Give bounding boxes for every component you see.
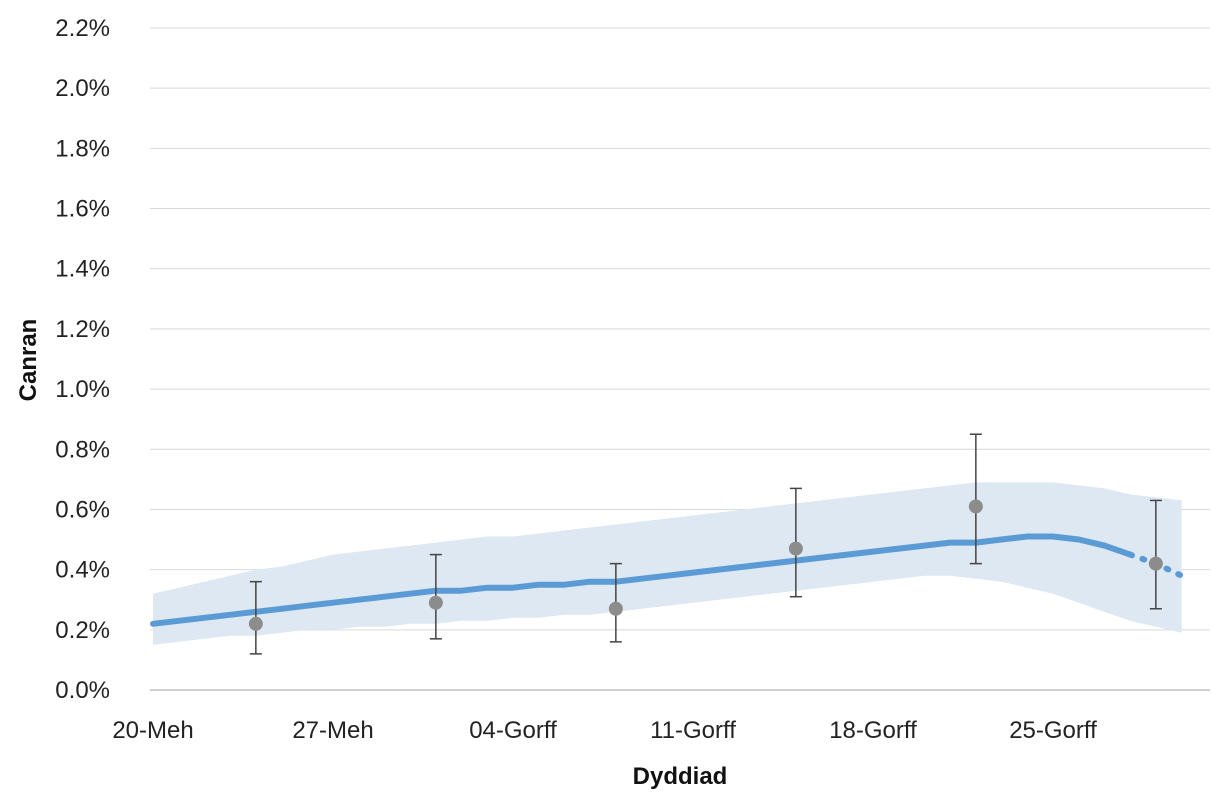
x-tick-label: 04-Gorff bbox=[469, 717, 557, 744]
x-tick-label: 27-Meh bbox=[292, 717, 373, 744]
estimate-point-group bbox=[248, 580, 263, 655]
x-tick-label: 25-Gorff bbox=[1009, 717, 1097, 744]
y-tick-label: 0.4% bbox=[55, 557, 110, 584]
y-tick-label: 1.4% bbox=[55, 256, 110, 283]
estimate-point bbox=[788, 541, 803, 556]
estimate-point bbox=[968, 499, 983, 514]
y-tick-label: 0.6% bbox=[55, 496, 110, 523]
y-axis-title: Canran bbox=[15, 319, 42, 402]
estimate-point-group bbox=[428, 553, 443, 640]
y-tick-label: 0.0% bbox=[55, 677, 110, 704]
y-axis-tick-labels: 0.0% 0.2% 0.4% 0.6% 0.8% 1.0% 1.2% 1.4% 1.6% 1.8%… bbox=[55, 15, 110, 704]
x-axis-tick-labels: 20-Meh 27-Meh 04-Gorff 11-Gorff 18-Gorff 25-G… bbox=[112, 717, 1097, 744]
x-tick-label: 18-Gorff bbox=[829, 717, 917, 744]
estimate-point bbox=[248, 616, 263, 631]
y-tick-label: 0.2% bbox=[55, 617, 110, 644]
estimate-point-group bbox=[608, 562, 623, 643]
y-tick-label: 1.0% bbox=[55, 376, 110, 403]
x-tick-label: 11-Gorff bbox=[650, 717, 736, 744]
y-tick-label: 2.0% bbox=[55, 75, 110, 102]
estimate-point-group bbox=[968, 433, 983, 565]
x-tick-label: 20-Meh bbox=[112, 717, 193, 744]
trend-line bbox=[150, 533, 1134, 627]
estimate-point-group bbox=[788, 487, 803, 598]
confidence-band bbox=[153, 482, 1182, 645]
y-tick-label: 0.8% bbox=[55, 436, 110, 463]
y-tick-label: 1.8% bbox=[55, 135, 110, 162]
estimate-point bbox=[1148, 556, 1163, 571]
y-tick-label: 1.6% bbox=[55, 196, 110, 223]
y-tick-label: 1.2% bbox=[55, 316, 110, 343]
estimate-points bbox=[248, 433, 1163, 655]
confidence-band-area bbox=[153, 482, 1182, 645]
y-tick-label: 2.2% bbox=[55, 15, 110, 42]
estimate-point bbox=[428, 595, 443, 610]
x-axis-title: Dyddiad bbox=[633, 763, 728, 790]
estimate-point bbox=[608, 601, 623, 616]
estimate-point-group bbox=[1148, 499, 1163, 610]
